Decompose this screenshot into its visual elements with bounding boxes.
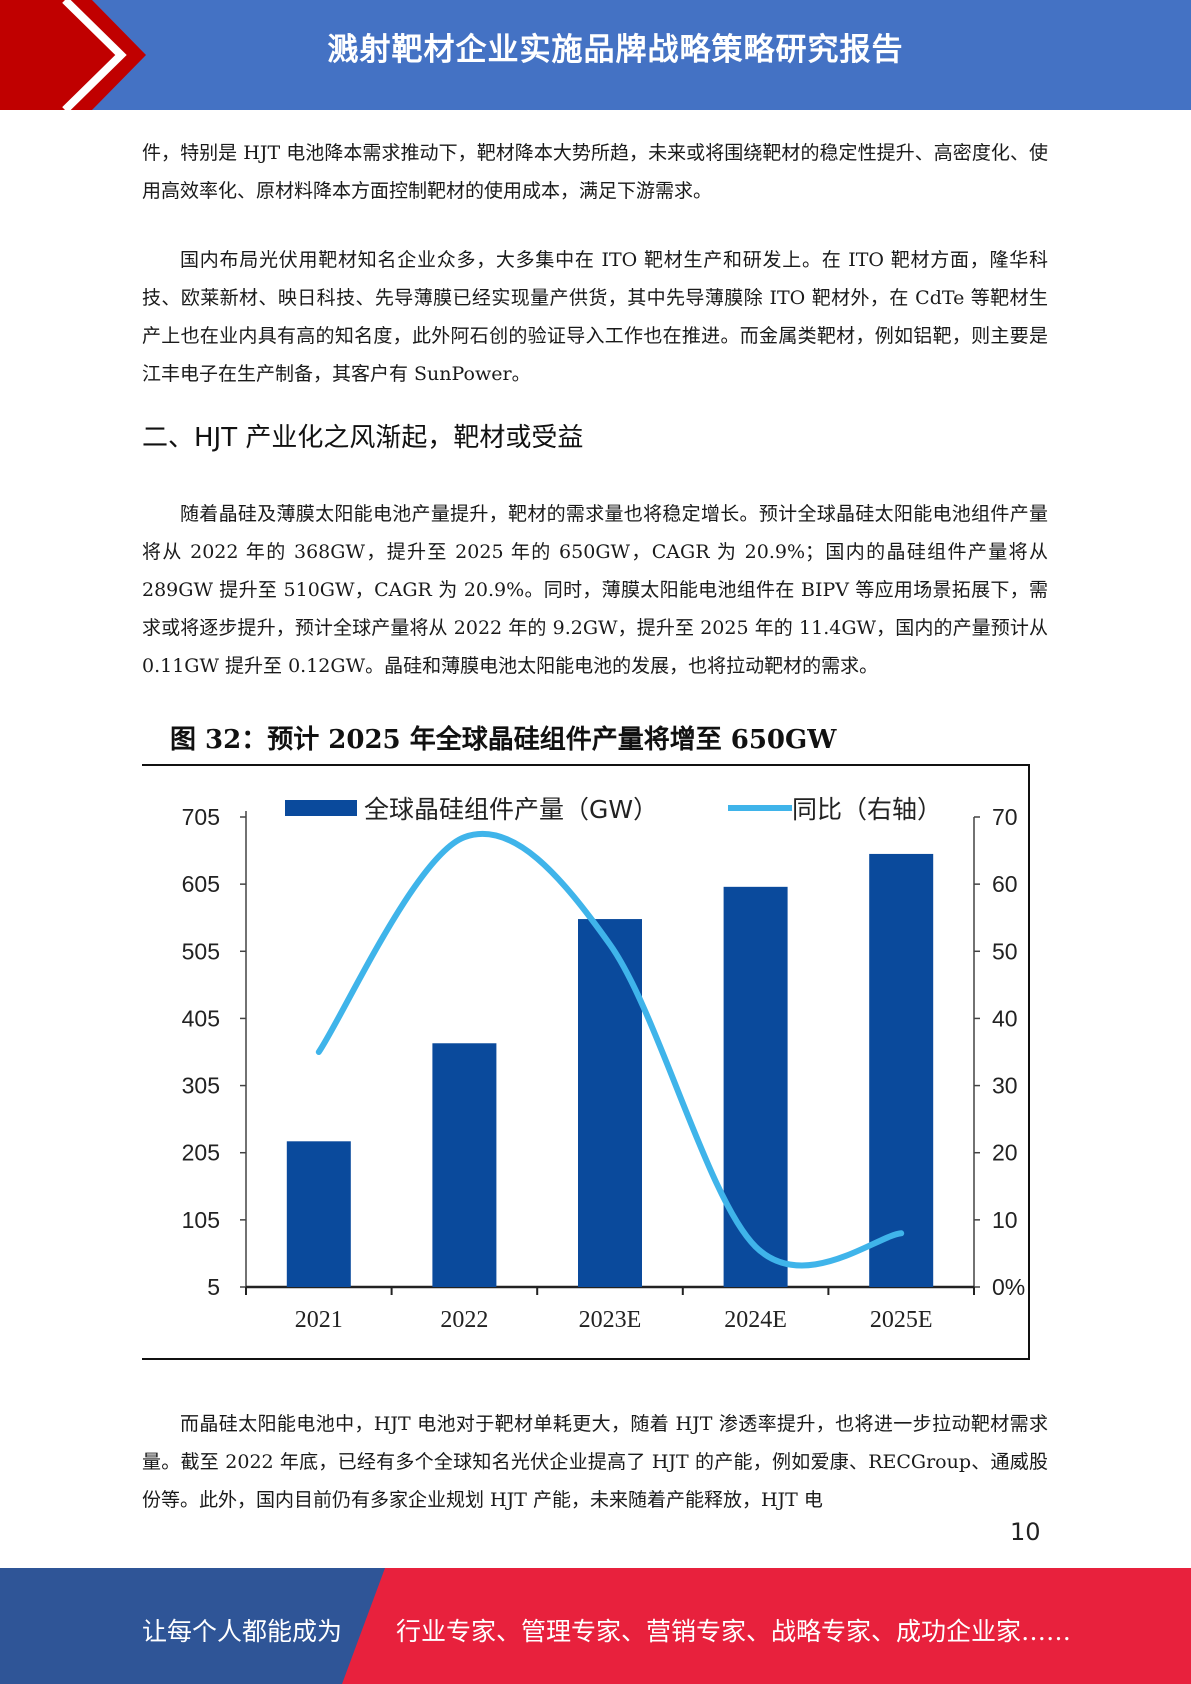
bar-2021 <box>286 1141 351 1287</box>
y-right-tick-label: 10 <box>992 1207 1018 1233</box>
bar-2024E <box>723 886 788 1287</box>
legend-bar-label: 全球晶硅组件产量（GW） <box>364 795 658 824</box>
y-right-tick-label: 0% <box>992 1274 1025 1300</box>
y-left-tick-label: 105 <box>182 1207 220 1233</box>
legend-line-label: 同比（右轴） <box>792 795 942 824</box>
y-right-tick-label: 30 <box>992 1073 1018 1099</box>
bar-2023E <box>578 919 642 1287</box>
y-left-tick-label: 505 <box>182 938 220 964</box>
x-tick-label: 2021 <box>295 1307 343 1333</box>
y-right-tick-label: 50 <box>992 938 1018 964</box>
section-heading: 二、HJT 产业化之风渐起，靶材或受益 <box>142 423 584 453</box>
paragraph-2: 国内布局光伏用靶材知名企业众多，大多集中在 ITO 靶材生产和研发上。在 ITO… <box>142 249 1048 385</box>
y-left-tick-label: 5 <box>207 1274 220 1300</box>
chart-title: 图 32：预计 2025 年全球晶硅组件产量将增至 650GW <box>170 724 837 755</box>
y-left-tick-label: 605 <box>182 871 220 897</box>
legend-bar-swatch <box>285 800 357 816</box>
production-chart: 图 32：预计 2025 年全球晶硅组件产量将增至 650GW 5 105 205 30… <box>142 714 1030 1360</box>
y-left-tick-label: 405 <box>182 1005 220 1031</box>
page-header <box>0 0 1191 110</box>
report-title: 溅射靶材企业实施品牌战略策略研究报告 <box>327 32 904 68</box>
x-tick-label: 2023E <box>579 1307 642 1333</box>
bar-2022 <box>432 1043 497 1287</box>
x-tick-label: 2022 <box>440 1307 488 1333</box>
page-number: 10 <box>1010 1518 1041 1546</box>
y-left-tick-label: 705 <box>182 804 220 830</box>
y-right-tick-label: 60 <box>992 871 1018 897</box>
x-tick-label: 2024E <box>724 1307 787 1333</box>
x-tick-label: 2025E <box>870 1307 933 1333</box>
y-left-tick-label: 305 <box>182 1073 220 1099</box>
header-red-arrow <box>0 0 146 110</box>
paragraph-3: 随着晶硅及薄膜太阳能电池产量提升，靶材的需求量也将稳定增长。预计全球晶硅太阳能电… <box>142 503 1048 677</box>
bar-2025E <box>869 853 934 1287</box>
paragraph-4: 而晶硅太阳能电池中，HJT 电池对于靶材单耗更大，随着 HJT 渗透率提升，也将… <box>142 1413 1048 1511</box>
figure-32: 图 32：预计 2025 年全球晶硅组件产量将增至 650GW 5 105 205 30… <box>142 714 1030 1360</box>
yoy-line <box>315 830 905 1269</box>
y-left-tick-label: 205 <box>182 1140 220 1166</box>
footer-slogan-left: 让每个人都能成为 <box>142 1617 343 1646</box>
y-right-tick-label: 20 <box>992 1140 1018 1166</box>
y-right-tick-label: 70 <box>992 804 1018 830</box>
paragraph-1: 件，特别是 HJT 电池降本需求推动下，靶材降本大势所趋，未来或将围绕靶材的稳定… <box>142 142 1048 202</box>
y-right-tick-label: 40 <box>992 1005 1018 1031</box>
footer-slogan-right: 行业专家、管理专家、营销专家、战略专家、成功企业家…… <box>396 1617 1072 1646</box>
page-footer <box>0 1568 1191 1684</box>
